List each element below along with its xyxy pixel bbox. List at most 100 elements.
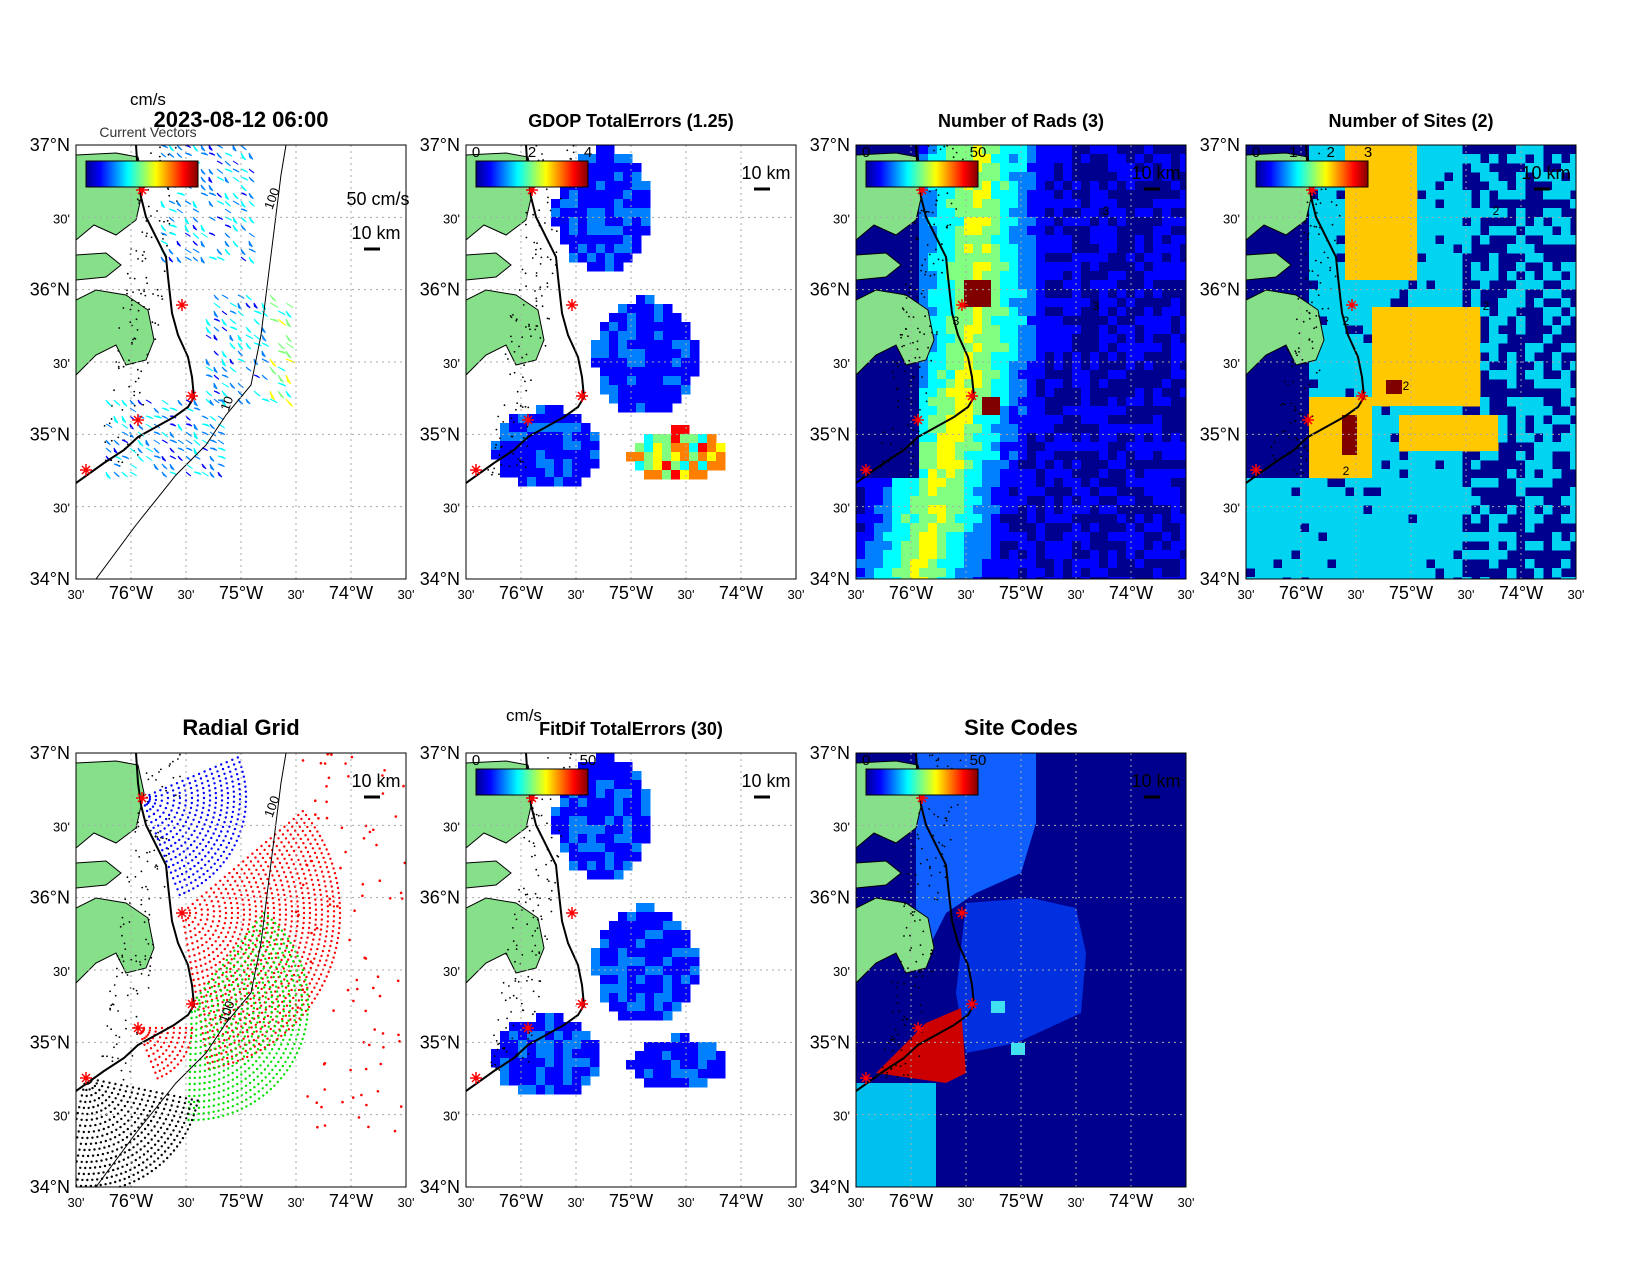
data-cell [1408, 253, 1418, 263]
data-cell [991, 397, 1001, 407]
data-cell [1144, 280, 1154, 290]
coast-dot [118, 959, 120, 961]
data-cell [1099, 226, 1109, 236]
data-cell [1135, 370, 1145, 380]
coast-dot [156, 210, 158, 212]
data-cell [1153, 487, 1163, 497]
radial-grid-point [243, 816, 245, 818]
data-cell [1417, 262, 1427, 272]
data-cell [1498, 316, 1508, 326]
radial-grid-point [173, 794, 175, 796]
coast-dot [536, 242, 538, 244]
data-cell [1309, 550, 1319, 560]
data-cell [1081, 478, 1091, 488]
data-cell [1045, 541, 1055, 551]
radial-grid-point [200, 919, 202, 921]
data-cell [1264, 541, 1274, 551]
data-cell [1444, 487, 1454, 497]
data-cell [1135, 388, 1145, 398]
coast-dot [1325, 188, 1327, 190]
data-cell [1144, 406, 1154, 416]
radial-grid-point [228, 842, 230, 844]
coast-dot [168, 818, 170, 820]
data-cell [596, 172, 606, 182]
data-cell [1417, 379, 1427, 389]
coast-dot [525, 224, 527, 226]
data-cell [1018, 397, 1028, 407]
coast-dot [1284, 430, 1286, 432]
data-cell [1144, 415, 1154, 425]
data-cell [1045, 244, 1055, 254]
data-cell [1471, 460, 1481, 470]
data-cell [1471, 442, 1481, 452]
data-cell [1018, 523, 1028, 533]
coast-dot [123, 366, 125, 368]
data-cell [1045, 307, 1055, 317]
radial-grid-point [232, 811, 234, 813]
data-cell [1162, 262, 1172, 272]
data-cell [1363, 325, 1373, 335]
data-cell [1018, 406, 1028, 416]
data-cell [1000, 388, 1010, 398]
radial-grid-point [194, 814, 196, 816]
data-cell [874, 478, 884, 488]
data-cell [1426, 244, 1436, 254]
coast-dot [1305, 445, 1307, 447]
data-cell [964, 334, 974, 344]
lat-tick-label: 36°N [30, 280, 70, 300]
data-cell [1543, 406, 1553, 416]
data-cell [1153, 343, 1163, 353]
data-cell [1171, 145, 1181, 155]
data-cell [1525, 541, 1535, 551]
data-cell [1471, 154, 1481, 164]
data-cell [982, 307, 992, 317]
data-cell [545, 450, 555, 460]
data-cell [1162, 253, 1172, 263]
data-cell [1273, 487, 1283, 497]
data-cell [1354, 199, 1364, 209]
radial-grid-point [167, 797, 169, 799]
radial-grid-point [183, 784, 185, 786]
data-cell [1018, 334, 1028, 344]
data-cell [716, 443, 726, 453]
coast-dot [179, 795, 181, 797]
data-cell [587, 226, 597, 236]
coast-dot [1271, 446, 1273, 448]
data-cell [1162, 550, 1172, 560]
colorbar-tick-label: 50 [970, 144, 987, 161]
coast-dot [148, 974, 150, 976]
radial-grid-point [246, 894, 248, 896]
coast-dot [148, 898, 150, 900]
data-cell [1372, 217, 1382, 227]
data-cell [572, 441, 582, 451]
data-cell [1372, 199, 1382, 209]
data-cell [1552, 532, 1562, 542]
coast-dot [1287, 385, 1289, 387]
data-cell [1318, 442, 1328, 452]
data-cell [1144, 199, 1154, 209]
data-cell [946, 514, 956, 524]
data-cell [536, 441, 546, 451]
coast-dot [946, 226, 948, 228]
data-cell [982, 379, 992, 389]
coast-dot [129, 921, 131, 923]
coast-dot [1315, 260, 1317, 262]
data-cell [680, 461, 690, 471]
data-cell [1435, 262, 1445, 272]
radial-grid-point [240, 894, 242, 896]
radial-grid-point [205, 994, 207, 996]
data-cell [1018, 469, 1028, 479]
radial-grid-point [198, 952, 200, 954]
data-cell [1144, 145, 1154, 155]
data-cell [1090, 235, 1100, 245]
data-cell [946, 442, 956, 452]
data-cell [1000, 235, 1010, 245]
coast-dot [104, 425, 106, 427]
data-cell [1354, 469, 1364, 479]
data-cell [1417, 541, 1427, 551]
data-cell [1153, 325, 1163, 335]
data-cell [883, 487, 893, 497]
radial-grid-point [195, 966, 197, 968]
data-cell [1009, 154, 1019, 164]
data-cell [1162, 235, 1172, 245]
